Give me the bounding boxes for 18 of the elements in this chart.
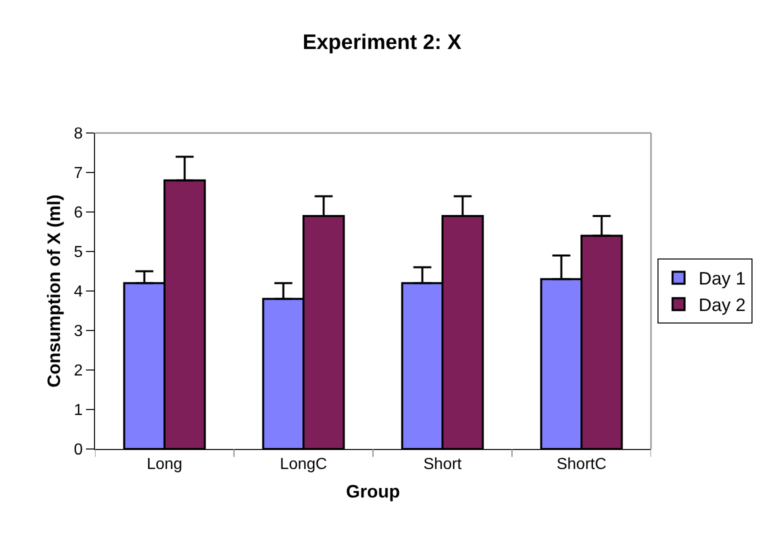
x-axis-title: Group xyxy=(346,481,400,502)
y-axis-title: Consumption of X (ml) xyxy=(44,194,64,388)
y-tick-label: 6 xyxy=(74,204,83,222)
y-tick-label: 3 xyxy=(74,323,83,340)
legend-label: Day 1 xyxy=(698,268,746,289)
y-tick-label: 5 xyxy=(74,244,83,262)
y-tick-label: 2 xyxy=(74,362,83,380)
x-tick-label: LongC xyxy=(280,456,328,474)
y-tick-label: 0 xyxy=(74,442,83,459)
y-tick-label: 8 xyxy=(74,126,83,143)
legend-label: Day 2 xyxy=(698,295,746,316)
y-tick-label: 4 xyxy=(74,284,83,301)
y-tick-label: 1 xyxy=(74,402,83,420)
x-tick-label: Short xyxy=(423,456,462,474)
chart-title: Experiment 2: X xyxy=(302,30,462,54)
x-tick-label: Long xyxy=(146,456,182,474)
x-tick-label: ShortC xyxy=(556,456,606,474)
y-tick-label: 7 xyxy=(74,165,83,182)
